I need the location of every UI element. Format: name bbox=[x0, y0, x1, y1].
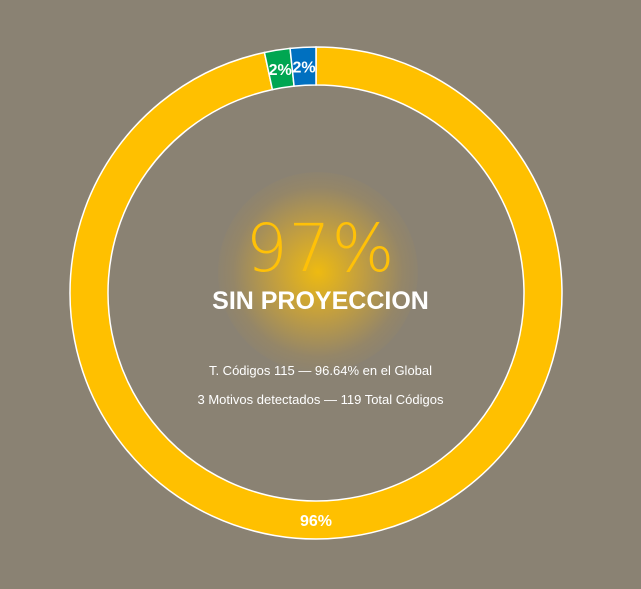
center-glow bbox=[218, 172, 418, 372]
donut-slice-label-0: 96% bbox=[300, 513, 332, 530]
donut-slice-label-2: 2% bbox=[292, 59, 315, 76]
center-summary-line-2: 3 Motivos detectados — 119 Total Códigos bbox=[197, 392, 444, 407]
donut-slice-label-1: 2% bbox=[269, 62, 292, 79]
center-title: SIN PROYECCION bbox=[212, 287, 429, 315]
center-percent: 97% bbox=[245, 210, 396, 287]
donut-slice-0 bbox=[69, 46, 563, 540]
donut-slice-2 bbox=[289, 46, 317, 87]
center-summary-line-1: T. Códigos 115 — 96.64% en el Global bbox=[208, 363, 433, 378]
